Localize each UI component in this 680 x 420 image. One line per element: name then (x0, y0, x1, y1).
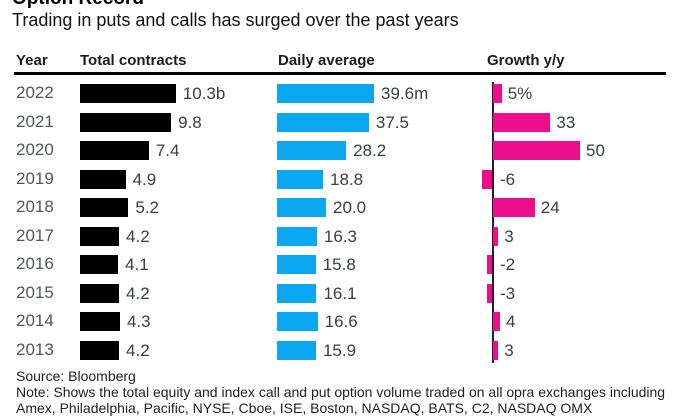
total-contracts-value: 10.3b (182, 84, 226, 103)
total-contracts-bar (80, 340, 120, 360)
growth-bar (493, 198, 535, 217)
total-contracts-value: 4.2 (126, 226, 150, 246)
growth-bar (493, 312, 500, 331)
daily-average-value: 28.2 (353, 141, 387, 160)
daily-average-bar (277, 255, 316, 274)
year-label: 2019 (16, 168, 54, 188)
column-header-total: Total contracts (80, 52, 187, 69)
source-text: Source: Bloomberg (16, 368, 136, 384)
year-label: 2020 (16, 140, 54, 159)
total-contracts-bar (80, 312, 120, 331)
total-contracts-bar (80, 84, 176, 103)
table-row: 2016 4.1 15.8 -2 (0, 251, 680, 279)
total-contracts-value: 4.3 (126, 312, 151, 331)
table-row: 2017 4.2 16.3 3 (0, 223, 680, 251)
growth-value: 3 (504, 340, 514, 360)
growth-value: 50 (586, 141, 605, 160)
growth-value: 24 (540, 198, 560, 217)
growth-bar (481, 169, 492, 189)
total-contracts-bar (80, 169, 126, 189)
growth-bar (493, 112, 551, 132)
chart-subtitle: Trading in puts and calls has surged ove… (12, 10, 459, 30)
year-label: 2016 (16, 254, 54, 273)
daily-average-value: 18.8 (330, 169, 364, 189)
growth-value: 3 (504, 226, 514, 246)
total-contracts-value: 4.9 (132, 169, 157, 189)
growth-value: -6 (500, 169, 516, 189)
daily-average-value: 16.1 (323, 283, 357, 303)
daily-average-bar (277, 226, 317, 246)
table-row: 2019 4.9 18.8 -6 (0, 166, 680, 194)
total-contracts-bar (80, 141, 149, 160)
growth-bar (487, 255, 492, 274)
growth-value: 5% (507, 84, 533, 103)
growth-value: 4 (505, 312, 516, 331)
year-label: 2018 (16, 197, 54, 216)
year-label: 2014 (16, 311, 54, 330)
daily-average-value: 16.6 (324, 312, 358, 331)
total-contracts-bar (80, 283, 120, 303)
daily-average-bar (277, 312, 318, 331)
year-label: 2021 (16, 111, 54, 131)
total-contracts-bar (80, 226, 120, 246)
growth-value: 33 (556, 112, 576, 132)
daily-average-bar (277, 112, 369, 132)
growth-zero-axis (492, 82, 494, 363)
total-contracts-bar (80, 198, 129, 217)
daily-average-value: 39.6m (381, 84, 429, 103)
growth-bar (493, 141, 580, 160)
growth-bar (493, 340, 499, 360)
total-contracts-value: 5.2 (135, 198, 159, 217)
year-label: 2017 (16, 225, 54, 245)
total-contracts-value: 7.4 (155, 141, 180, 160)
daily-average-bar (277, 169, 324, 189)
total-contracts-value: 4.1 (125, 255, 149, 274)
daily-average-bar (277, 84, 375, 103)
daily-average-value: 20.0 (333, 198, 367, 217)
table-row: 2021 9.8 37.5 33 (0, 109, 680, 137)
growth-bar (493, 226, 499, 246)
daily-average-value: 37.5 (375, 112, 409, 132)
daily-average-bar (277, 340, 316, 360)
table-row: 2022 10.3b 39.6m 5% (0, 80, 680, 108)
daily-average-value: 16.3 (323, 226, 358, 246)
daily-average-bar (277, 283, 317, 303)
total-contracts-bar (80, 112, 172, 132)
year-label: 2015 (16, 282, 54, 302)
daily-average-bar (277, 198, 326, 217)
table-row: 2020 7.4 28.2 50 (0, 137, 680, 165)
total-contracts-value: 4.2 (126, 340, 150, 360)
table-row: 2015 4.2 16.1 -3 (0, 280, 680, 308)
year-label: 2022 (16, 83, 54, 102)
total-contracts-bar (80, 255, 119, 274)
daily-average-bar (277, 141, 347, 160)
table-row: 2014 4.3 16.6 4 (0, 308, 680, 336)
daily-average-value: 15.8 (322, 255, 356, 274)
table-row: 2018 5.2 20.0 24 (0, 194, 680, 222)
growth-bar (493, 84, 502, 103)
growth-value: -3 (500, 283, 516, 303)
growth-value: -2 (500, 255, 516, 274)
total-contracts-value: 9.8 (178, 112, 202, 132)
page-title: Option Record (12, 0, 144, 10)
note-text: Note: Shows the total equity and index c… (16, 384, 666, 416)
table-row: 2013 4.2 15.9 3 (0, 337, 680, 365)
growth-bar (486, 283, 492, 303)
column-header-daily: Daily average (278, 52, 375, 69)
column-header-year: Year (16, 52, 48, 69)
year-label: 2013 (16, 339, 54, 359)
daily-average-value: 15.9 (322, 340, 357, 360)
column-header-growth: Growth y/y (487, 52, 565, 69)
header-divider (14, 72, 666, 75)
total-contracts-value: 4.2 (126, 283, 150, 303)
